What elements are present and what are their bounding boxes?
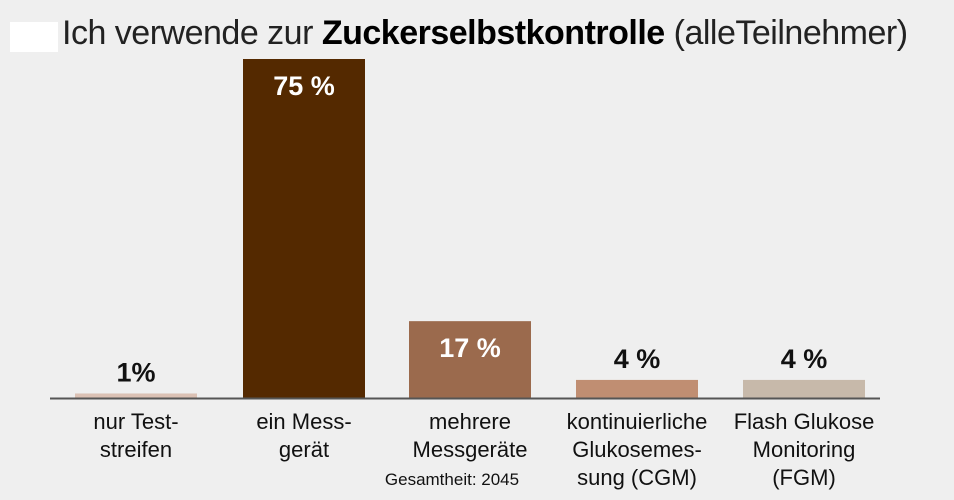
value-label-4: 4 % — [614, 344, 661, 374]
chart-title: Ich verwende zur Zuckerselbstkontrolle (… — [0, 0, 954, 60]
category-label-1: nur Test- streifen — [93, 409, 179, 462]
sample-size-note: Gesamtheit: 2045 — [384, 470, 520, 489]
bar-4 — [576, 379, 698, 398]
value-label-3: 17 % — [439, 333, 501, 363]
category-label-2: ein Mess- gerät — [256, 409, 352, 462]
title-prefix: Ich verwende zur — [62, 14, 322, 52]
title-text: Ich verwende zur Zuckerselbstkontrolle (… — [62, 14, 908, 53]
title-blank-box — [10, 22, 58, 52]
value-label-2: 75 % — [273, 71, 335, 101]
category-label-3: mehrere Messgeräte — [412, 409, 528, 462]
bar-2 — [243, 59, 365, 398]
category-label-4: kontinuierliche Glukosemes- sung (CGM) — [566, 409, 708, 490]
bar-5 — [743, 379, 865, 398]
title-emphasis: Zuckerselbstkontrolle — [321, 14, 665, 52]
bar-1 — [75, 393, 197, 398]
value-label-1: 1% — [116, 357, 155, 387]
bar-3 — [409, 321, 531, 398]
title-suffix: (alleTeilnehmer) — [664, 14, 908, 52]
value-label-5: 4 % — [781, 344, 828, 374]
category-label-5: Flash Glukose Monitoring (FGM) — [733, 409, 875, 490]
bar-chart: 1% 75 % 17 % 4 % 4 % — [50, 59, 880, 400]
